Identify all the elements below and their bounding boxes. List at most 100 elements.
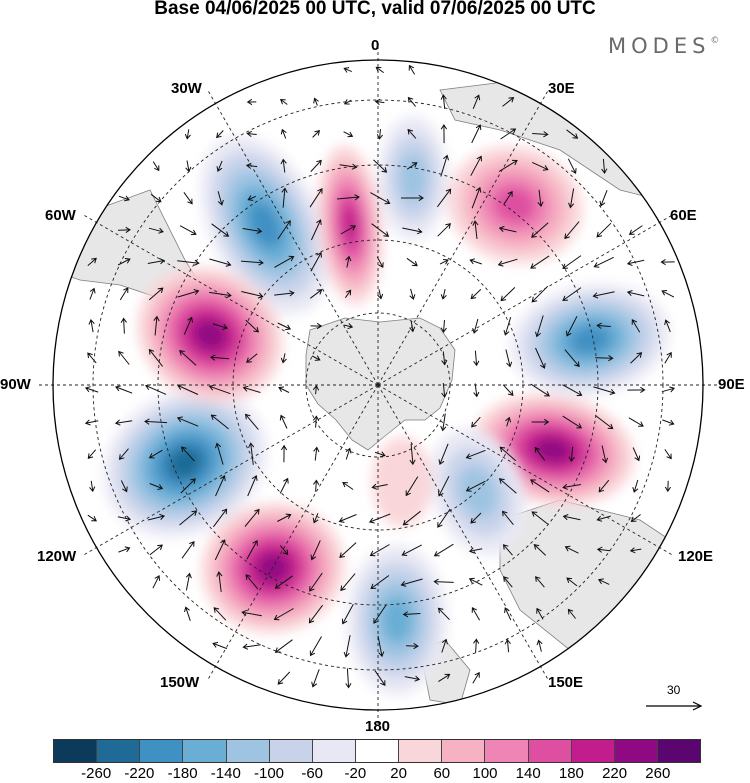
wind-arrow	[274, 290, 295, 297]
wind-arrow	[433, 543, 454, 557]
wind-arrow	[405, 476, 419, 497]
wind-arrow	[277, 220, 291, 240]
wind-arrow	[440, 288, 447, 300]
wind-arrow	[240, 259, 264, 266]
wind-arrow	[245, 319, 259, 333]
colorbar-swatch	[528, 740, 572, 762]
wind-arrow	[596, 222, 612, 238]
wind-arrow	[471, 124, 482, 144]
positive-anomaly-contour	[493, 186, 537, 224]
wind-arrow	[118, 546, 131, 553]
wind-arrow	[339, 163, 358, 170]
wind-arrow	[343, 131, 354, 138]
wind-arrow	[438, 673, 451, 683]
colorbar-swatch	[442, 740, 486, 762]
wind-arrow	[503, 190, 513, 205]
negative-anomaly-contour	[398, 152, 428, 204]
lon-label-90e: 90E	[718, 376, 745, 393]
wind-arrow	[118, 195, 130, 202]
map-border	[52, 59, 704, 711]
wind-arrow	[118, 350, 130, 365]
wind-arrow	[216, 130, 224, 139]
wind-arrow	[280, 128, 287, 139]
wind-arrow	[409, 288, 416, 301]
colorbar-tick-label: 180	[558, 765, 584, 782]
wind-arrow	[470, 512, 482, 524]
colorbar-swatch	[571, 740, 615, 762]
wind-arrow	[537, 189, 544, 208]
wind-arrow	[472, 671, 480, 684]
wind-arrow	[244, 413, 259, 430]
wind-arrow	[344, 289, 352, 298]
wind-arrow	[183, 316, 193, 335]
wind-arrow	[465, 480, 486, 492]
wind-arrow	[149, 483, 164, 490]
wind-arrow	[402, 227, 423, 235]
wind-arrow	[664, 449, 672, 460]
colorbar-tick-label: 140	[515, 765, 541, 782]
wind-arrow	[215, 475, 226, 497]
wind-arrow	[473, 638, 480, 653]
wind-arrow	[277, 322, 292, 331]
wind-arrow	[470, 155, 482, 176]
wind-arrow	[595, 354, 614, 362]
wind-arrow	[345, 255, 352, 268]
colorbar-tick-label: 100	[472, 765, 498, 782]
wind-arrow	[566, 315, 578, 337]
wind-arrow	[374, 670, 386, 686]
wind-arrow	[594, 415, 614, 430]
wind-arrow	[118, 448, 129, 461]
anomaly-field	[103, 116, 670, 695]
wind-arrow	[500, 287, 516, 302]
wind-arrow	[280, 353, 287, 364]
wind-arrow	[471, 606, 481, 621]
negative-anomaly-contour	[381, 596, 413, 644]
colorbar-swatch	[54, 740, 98, 762]
wind-arrow	[567, 158, 577, 175]
wind-arrow	[277, 671, 291, 685]
wind-arrow	[502, 384, 514, 396]
wind-arrow	[440, 94, 447, 109]
wind-arrow	[247, 475, 258, 497]
wind-arrow	[441, 638, 448, 653]
wind-arrow	[437, 188, 452, 208]
wind-arrow	[152, 161, 160, 172]
wind-arrow	[531, 511, 549, 525]
wind-arrow	[437, 508, 451, 528]
wind-arrow	[241, 291, 264, 299]
wind-arrow	[530, 255, 550, 269]
wind-arrow	[433, 578, 454, 585]
wind-arrow	[530, 383, 550, 397]
wind-arrow	[406, 162, 418, 170]
wind-arrow	[596, 546, 611, 553]
wind-arrow	[246, 98, 257, 106]
wind-arrow	[598, 479, 610, 493]
colorbar-swatch	[140, 740, 184, 762]
meridian-line	[83, 214, 379, 386]
wind-arrow	[339, 542, 357, 559]
wind-arrow	[468, 577, 483, 586]
wind-arrow	[597, 578, 610, 585]
wind-arrow	[374, 451, 386, 458]
wind-arrow	[536, 639, 543, 652]
wind-arrow	[533, 543, 547, 556]
wind-arrow	[440, 154, 449, 177]
wind-arrow	[377, 289, 384, 300]
positive-anomaly-contour	[257, 553, 289, 583]
wind-arrow	[179, 349, 197, 366]
wind-arrow	[313, 446, 320, 461]
copyright-mark: ©	[710, 36, 720, 46]
wind-arrow	[534, 576, 545, 588]
colorbar-swatch	[614, 740, 658, 762]
wind-arrow	[498, 225, 517, 233]
colorbar-swatch	[183, 740, 227, 762]
wind-arrow	[184, 129, 191, 140]
wind-arrow	[87, 449, 97, 459]
wind-arrow	[368, 513, 391, 524]
wind-arrow	[440, 319, 447, 334]
modes-logo: MODES©	[608, 34, 719, 58]
wind-arrow	[470, 289, 482, 300]
wind-arrow	[497, 258, 518, 267]
wind-arrow	[402, 611, 421, 618]
wind-arrow	[400, 578, 423, 587]
